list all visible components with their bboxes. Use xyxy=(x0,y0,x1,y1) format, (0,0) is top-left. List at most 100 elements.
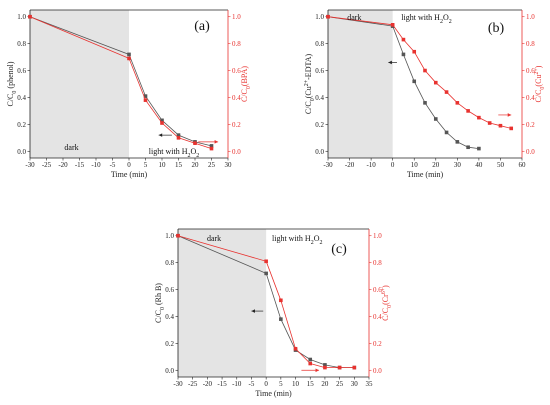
y2-tick-label: 0.6 xyxy=(232,67,241,75)
data-point xyxy=(143,94,148,98)
x-axis-label: Time (min) xyxy=(407,170,444,179)
data-point xyxy=(279,317,283,321)
y2-tick-label: 0.8 xyxy=(526,40,535,48)
y-tick-label: 0.8 xyxy=(165,259,174,267)
y2-tick-label: 0.4 xyxy=(373,313,382,321)
data-point xyxy=(279,298,283,303)
y2-tick-label: 0.0 xyxy=(373,367,382,375)
axis-arrow-head xyxy=(251,309,255,313)
dark-label: dark xyxy=(64,143,78,152)
y-tick-label: 0.0 xyxy=(17,148,26,156)
data-point xyxy=(160,121,164,125)
y2-tick-label: 0.8 xyxy=(373,259,382,267)
panel-label: (b) xyxy=(488,21,505,36)
x-axis-label: Time (min) xyxy=(255,389,292,398)
x-tick-label: -10 xyxy=(232,380,242,388)
y-axis-label: C/C0(Cu2+-EDTA) xyxy=(304,54,316,115)
chart-panel-1: -30 -25 -20 -15 -10 -5 0 5 10 15 20 25 30 0.0 0.2 0.4 0.… xyxy=(6,9,252,179)
y2-tick-label: 0.8 xyxy=(232,40,241,48)
x-tick-label: -10 xyxy=(91,161,101,169)
data-point xyxy=(390,23,395,27)
y2-tick-label: 0.2 xyxy=(373,340,382,348)
y-tick-label: 1.0 xyxy=(315,13,324,21)
data-point xyxy=(466,145,470,150)
data-point xyxy=(444,130,449,135)
data-point xyxy=(487,121,492,125)
x-tick-label: 5 xyxy=(279,380,283,388)
data-point xyxy=(264,259,268,264)
data-point xyxy=(176,233,180,238)
data-point xyxy=(352,365,357,370)
y2-tick-label: 1.0 xyxy=(232,13,241,21)
data-point xyxy=(401,52,406,57)
x-tick-label: 0 xyxy=(391,161,395,169)
y-tick-label: 0.6 xyxy=(315,67,324,75)
data-point xyxy=(423,101,427,105)
y-tick-label: 0.0 xyxy=(165,367,174,375)
data-point xyxy=(323,365,327,370)
data-point xyxy=(401,37,406,42)
x-tick-label: 40 xyxy=(475,161,483,169)
x-tick-label: 5 xyxy=(144,161,148,169)
x-tick-label: -25 xyxy=(42,161,52,169)
axis-arrow-head xyxy=(158,133,163,137)
x-tick-label: 20 xyxy=(432,161,440,169)
data-point xyxy=(264,271,268,276)
x-tick-label: -20 xyxy=(58,161,68,169)
series-line-1 xyxy=(177,235,355,369)
data-point xyxy=(498,123,503,128)
data-point xyxy=(323,363,327,367)
data-point xyxy=(466,109,470,113)
y-tick-label: 0.0 xyxy=(315,148,324,156)
y2-tick-label: 0.4 xyxy=(526,94,535,102)
x-tick-label: -30 xyxy=(173,380,183,388)
x-tick-label: 60 xyxy=(519,161,527,169)
chart-panel-3: -30 -25 -20 -15 -10 -5 0 5 10 15 20 25 30 35 0.0 0.2 0.4… xyxy=(154,228,393,398)
axis-arrow-head xyxy=(214,140,219,144)
data-point xyxy=(176,136,181,140)
x-tick-label: -5 xyxy=(110,161,116,169)
light-label: light with H2O2 xyxy=(401,13,451,25)
data-point xyxy=(293,346,298,351)
y2-tick-label: 0.0 xyxy=(232,148,241,156)
y-tick-label: 0.2 xyxy=(17,121,26,129)
series-line-2 xyxy=(177,235,355,369)
data-point xyxy=(337,365,342,370)
data-point xyxy=(455,140,460,144)
y-tick-label: 0.6 xyxy=(17,67,26,75)
data-point xyxy=(127,52,131,57)
data-point xyxy=(433,117,438,121)
light-label: light with H2O2 xyxy=(149,147,199,159)
y2-axis-label: C/C0(Cu2+) xyxy=(534,65,546,102)
data-point xyxy=(176,133,181,137)
x-tick-label: -25 xyxy=(188,380,198,388)
y2-tick-label: 0.0 xyxy=(526,148,535,156)
y2-axis-label: C/C0(BPA) xyxy=(240,66,252,102)
data-point xyxy=(143,98,148,102)
y2-tick-label: 0.4 xyxy=(232,94,241,102)
data-point xyxy=(412,79,417,84)
y-tick-label: 0.6 xyxy=(165,286,174,294)
x-tick-label: 30 xyxy=(454,161,462,169)
x-tick-label: 0 xyxy=(264,380,268,388)
x-tick-label: 30 xyxy=(225,161,233,169)
y-tick-label: 1.0 xyxy=(165,232,174,240)
y-tick-label: 1.0 xyxy=(17,13,26,21)
x-tick-label: -15 xyxy=(75,161,85,169)
panel-label: (c) xyxy=(331,242,347,257)
data-point xyxy=(308,361,313,366)
x-tick-label: 0 xyxy=(127,161,131,169)
data-point xyxy=(326,14,330,19)
data-point xyxy=(127,56,131,61)
x-tick-label: 35 xyxy=(366,380,374,388)
dark-region xyxy=(30,10,129,158)
y2-tick-label: 0.2 xyxy=(232,121,241,129)
x-tick-label: 20 xyxy=(192,161,200,169)
data-point xyxy=(423,68,427,73)
x-tick-label: -10 xyxy=(366,161,376,169)
x-tick-label: -15 xyxy=(217,380,227,388)
data-point xyxy=(193,141,197,145)
y-tick-label: 0.4 xyxy=(315,94,324,102)
x-tick-label: 50 xyxy=(497,161,505,169)
data-point xyxy=(412,49,417,54)
